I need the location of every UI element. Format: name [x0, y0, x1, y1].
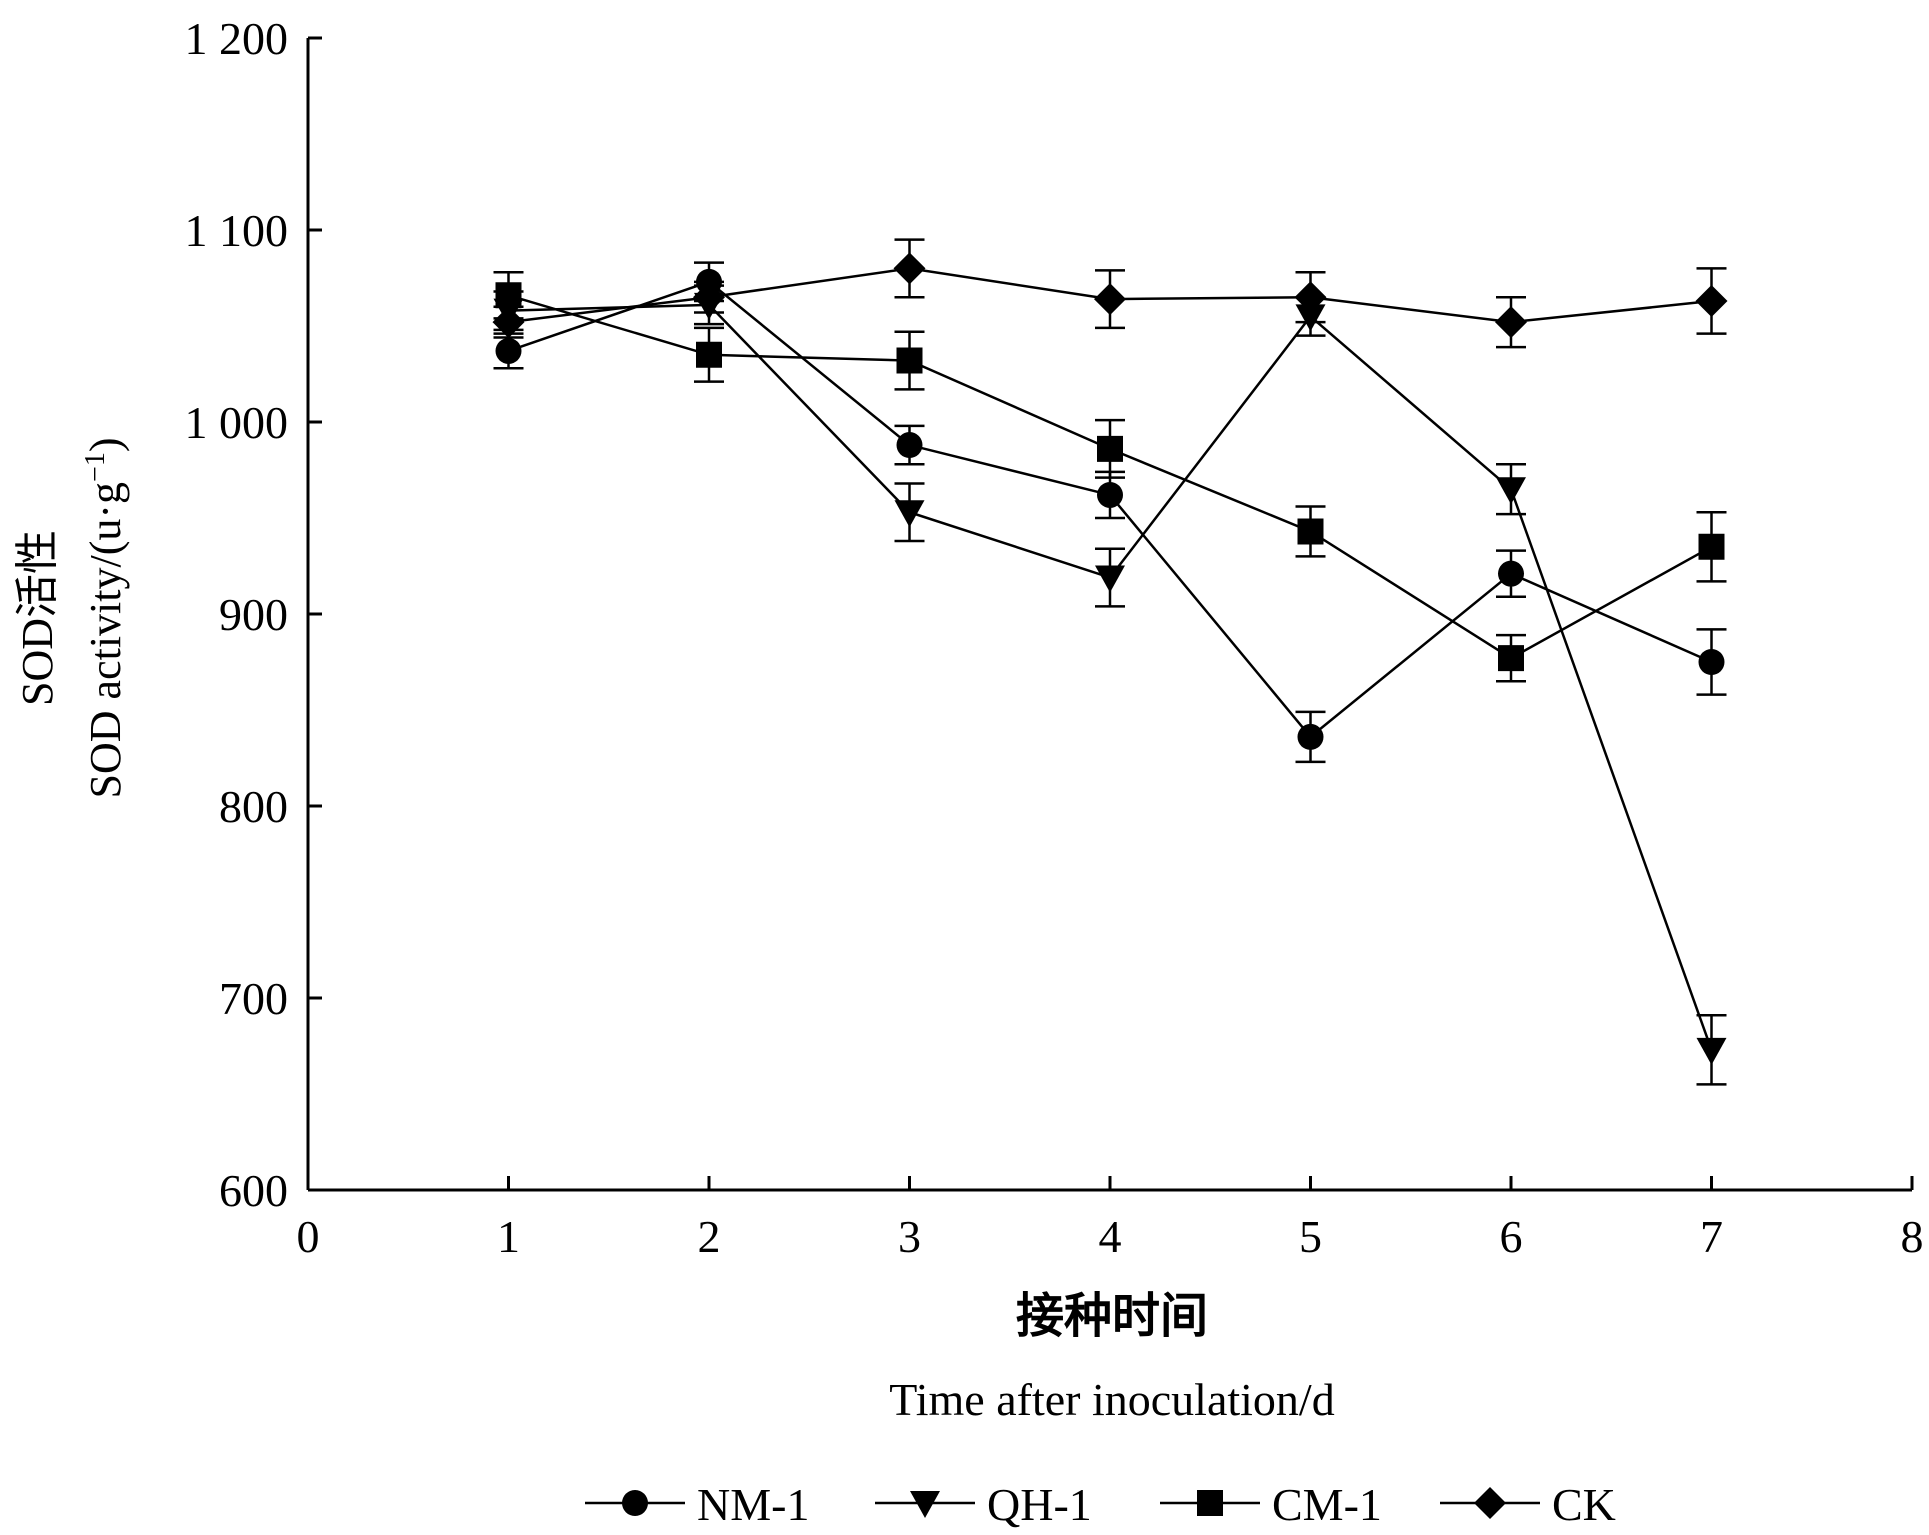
series-qh-1: [493, 284, 1727, 1086]
legend-label: CM-1: [1272, 1479, 1382, 1530]
y-tick-label: 1 200: [185, 13, 289, 64]
legend-item-qh-1: QH-1: [875, 1479, 1092, 1530]
data-point-nm-1: [1498, 560, 1524, 587]
y-tick-label: 600: [219, 1165, 288, 1216]
x-tick-label: 1: [497, 1211, 520, 1262]
data-point-cm-1: [495, 282, 522, 309]
legend-item-cm-1: CM-1: [1160, 1479, 1382, 1530]
x-tick-label: 6: [1500, 1211, 1523, 1262]
y-axis-label-cn: SOD活性: [13, 530, 62, 706]
series-ck: [492, 238, 1728, 349]
data-point-cm-1: [696, 341, 722, 368]
data-point-cm-1: [896, 347, 923, 374]
legend-marker-cm-1: [1197, 1490, 1223, 1516]
x-tick-label: 8: [1901, 1211, 1924, 1262]
y-tick-label: 900: [219, 589, 288, 640]
legend-item-ck: CK: [1440, 1479, 1616, 1530]
legend-marker-ck: [1474, 1487, 1506, 1519]
x-tick-label: 4: [1099, 1211, 1122, 1262]
data-point-nm-1: [896, 432, 923, 459]
x-axis-label-cn: 接种时间: [1016, 1290, 1208, 1343]
data-point-qh-1: [1696, 1037, 1727, 1065]
data-point-nm-1: [1297, 723, 1324, 750]
data-point-cm-1: [1097, 435, 1123, 462]
data-point-ck: [893, 252, 926, 285]
y-tick-label: 1 000: [185, 397, 289, 448]
series-nm-1: [493, 261, 1727, 764]
legend-marker-nm-1: [622, 1490, 648, 1516]
y-tick-label: 700: [219, 973, 288, 1024]
y-tick-label: 800: [219, 781, 288, 832]
data-point-ck: [693, 281, 725, 314]
data-point-qh-1: [1095, 565, 1125, 593]
data-point-ck: [1094, 283, 1126, 316]
series-line-qh-1: [508, 303, 1713, 1051]
series-cm-1: [493, 270, 1727, 683]
data-point-qh-1: [1496, 477, 1526, 505]
x-tick-label: 2: [698, 1211, 721, 1262]
y-tick-label: 1 100: [185, 205, 289, 256]
series-layer: [492, 238, 1728, 1086]
data-point-ck: [492, 306, 525, 339]
data-point-nm-1: [1698, 649, 1725, 675]
axes: 0 1 2 3 4 5 6 7 8 600 700 800 900 1 000 1 100 1 200: [185, 13, 1924, 1262]
legend-label: NM-1: [697, 1479, 809, 1530]
data-point-ck: [1695, 285, 1728, 318]
legend-label: CK: [1552, 1479, 1616, 1530]
legend-label: QH-1: [987, 1479, 1092, 1530]
x-tick-label: 3: [898, 1211, 921, 1262]
y-axis-label-en: SOD activity/(u·g−1): [80, 438, 130, 799]
legend: NM-1 QH-1 CM-1 CK: [585, 1479, 1616, 1530]
x-axis-label-en: Time after inoculation/d: [889, 1374, 1334, 1425]
data-point-qh-1: [894, 500, 925, 528]
x-tick-label: 7: [1700, 1211, 1723, 1262]
data-point-nm-1: [495, 337, 522, 364]
legend-marker-qh-1: [910, 1491, 940, 1518]
data-point-cm-1: [1698, 533, 1725, 560]
data-point-ck: [1294, 281, 1327, 314]
x-tick-label: 5: [1299, 1211, 1322, 1262]
data-point-cm-1: [1498, 645, 1524, 672]
data-point-nm-1: [1097, 481, 1123, 508]
x-tick-label: 0: [297, 1211, 320, 1262]
data-point-ck: [1495, 306, 1527, 339]
legend-item-nm-1: NM-1: [585, 1479, 809, 1530]
data-point-cm-1: [1297, 518, 1324, 545]
